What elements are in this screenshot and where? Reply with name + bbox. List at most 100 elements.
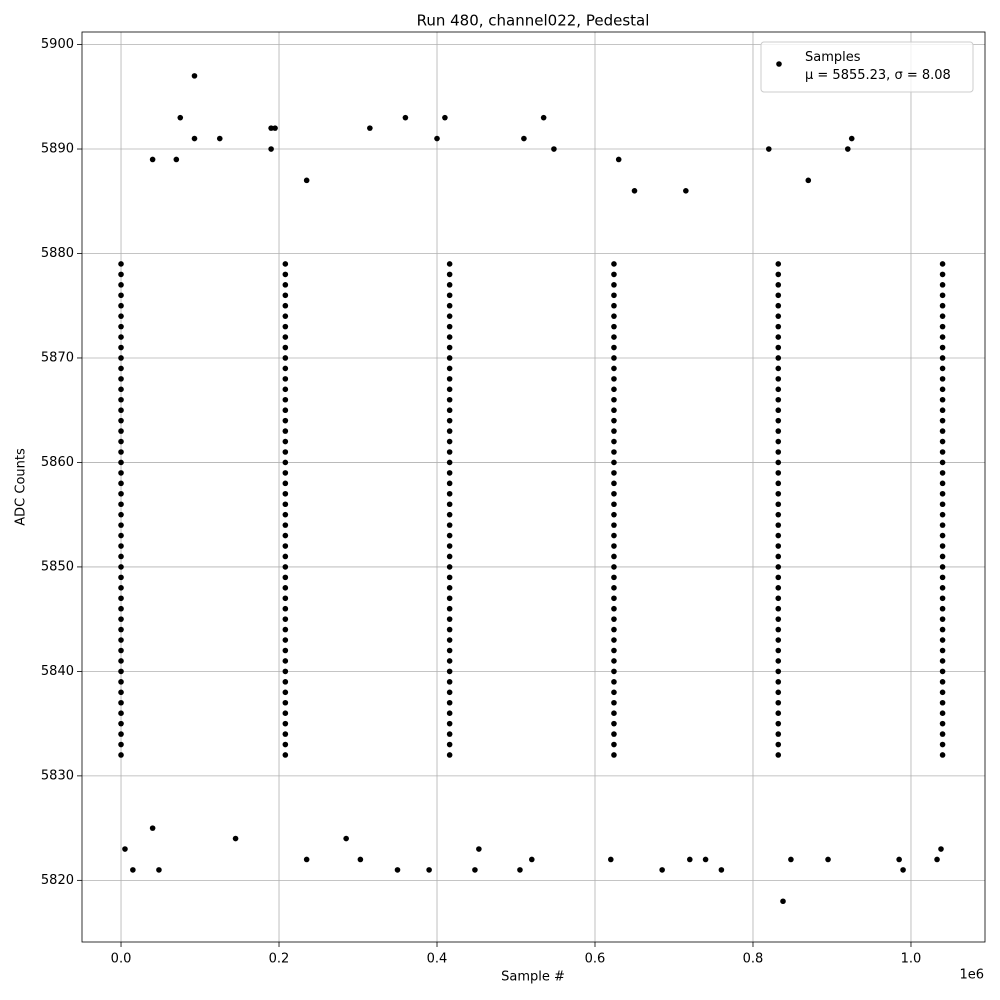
point (282, 396, 289, 403)
point (611, 668, 617, 675)
point (939, 501, 946, 508)
point (282, 355, 289, 361)
point (282, 532, 289, 539)
point (282, 334, 289, 340)
point (446, 564, 453, 570)
point (118, 334, 124, 340)
point (282, 637, 289, 643)
point (939, 595, 946, 602)
point (775, 585, 782, 591)
point (118, 595, 124, 602)
point (939, 626, 946, 633)
point (118, 668, 124, 675)
point (191, 135, 198, 142)
point (659, 867, 665, 873)
point (939, 480, 946, 487)
point (282, 564, 289, 570)
point (775, 511, 782, 518)
point (611, 658, 617, 664)
point (611, 334, 617, 340)
point (446, 626, 453, 633)
point (282, 261, 289, 267)
point (611, 543, 617, 549)
point (939, 731, 946, 737)
point (686, 856, 693, 863)
point (775, 616, 782, 622)
point (282, 376, 289, 382)
point (825, 856, 831, 863)
point (611, 396, 617, 403)
point (118, 428, 124, 434)
point (446, 574, 453, 581)
point (939, 616, 946, 622)
point (775, 574, 782, 581)
point (939, 637, 946, 643)
point (118, 417, 124, 424)
point (282, 689, 289, 696)
point (939, 699, 946, 706)
point (775, 490, 782, 497)
point (939, 668, 946, 675)
point (611, 313, 617, 319)
point (118, 637, 124, 643)
point (939, 396, 946, 403)
point (118, 313, 124, 319)
point (118, 449, 124, 455)
point (282, 668, 289, 675)
point (939, 376, 946, 382)
y-tick-label: 5830 (41, 768, 74, 783)
point (118, 302, 124, 309)
point (118, 605, 124, 612)
point (118, 543, 124, 549)
point (718, 867, 725, 873)
point (775, 386, 782, 393)
point (939, 292, 946, 299)
point (282, 511, 289, 518)
point (775, 344, 782, 351)
point (529, 856, 535, 863)
point (446, 679, 453, 685)
point (446, 292, 453, 299)
point (939, 553, 946, 560)
point (939, 532, 946, 539)
point (775, 637, 782, 643)
point (282, 271, 289, 278)
point (939, 720, 946, 727)
point (118, 658, 124, 664)
point (118, 720, 124, 727)
point (939, 449, 946, 455)
point (446, 376, 453, 382)
point (303, 856, 310, 863)
point (446, 511, 453, 518)
point (611, 637, 617, 643)
point (282, 417, 289, 424)
point (611, 365, 617, 372)
point (282, 438, 289, 445)
point (611, 564, 617, 570)
point (282, 344, 289, 351)
point (282, 282, 289, 288)
point (118, 438, 124, 445)
point (446, 302, 453, 309)
legend-marker (776, 61, 782, 67)
point (939, 355, 946, 361)
point (446, 355, 453, 361)
point (775, 470, 782, 476)
point (631, 188, 638, 194)
point (775, 595, 782, 602)
point (446, 637, 453, 643)
legend-box (760, 41, 974, 93)
point (282, 490, 289, 497)
point (282, 323, 289, 330)
point (446, 449, 453, 455)
point (446, 470, 453, 476)
point (446, 689, 453, 696)
point (446, 501, 453, 508)
point (472, 867, 478, 873)
point (118, 376, 124, 382)
point (611, 626, 617, 633)
y-tick-label: 5840 (41, 664, 74, 679)
point (446, 522, 453, 528)
point (611, 595, 617, 602)
point (896, 856, 902, 863)
